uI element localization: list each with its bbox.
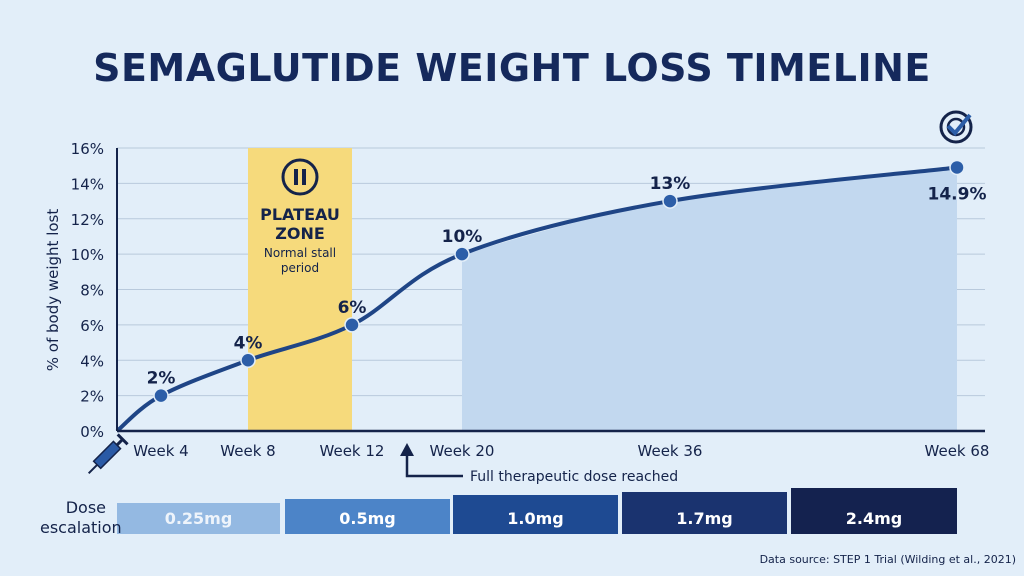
x-tick-label: Week 68: [925, 442, 990, 460]
target-check-mark: [946, 113, 972, 136]
shaded-area: [462, 167, 957, 432]
data-label: 6%: [338, 298, 367, 318]
dose-bar-label: 2.4mg: [846, 509, 902, 528]
dose-label-line1: Dose: [65, 498, 106, 517]
data-label: 2%: [147, 369, 176, 389]
y-tick-label: 14%: [71, 175, 104, 193]
target-check-icon: [939, 110, 973, 144]
data-label: 14.9%: [928, 184, 987, 204]
dose-bar: [622, 492, 787, 534]
y-tick-label: 4%: [80, 352, 104, 370]
dose-bar-label: 0.25mg: [165, 509, 233, 528]
plateau-subtitle: Normal stall: [264, 246, 336, 260]
arrow-up-icon: [400, 443, 414, 456]
data-point: [662, 193, 678, 209]
dose-bar-label: 1.0mg: [507, 509, 563, 528]
dose-bar: [117, 503, 280, 534]
y-tick-label: 10%: [71, 246, 104, 264]
pause-icon-bar: [302, 169, 306, 185]
dose-bar: [791, 488, 957, 534]
x-tick-label: Week 8: [220, 442, 275, 460]
plateau-zone: [248, 148, 352, 431]
pause-icon: [281, 158, 319, 196]
dose-escalation-label: Dose escalation: [40, 498, 122, 538]
data-label: 10%: [442, 227, 483, 247]
series-line: [115, 165, 958, 433]
plateau-title: ZONE: [275, 224, 325, 243]
annotation-text: Full therapeutic dose reached: [470, 469, 678, 485]
annotation-arrow: [405, 455, 463, 478]
y-axis-label: % of body weight lost: [44, 209, 62, 372]
x-tick-label: Week 20: [430, 442, 495, 460]
y-tick-label: 6%: [80, 317, 104, 335]
dose-bar-label: 1.7mg: [676, 509, 732, 528]
data-point: [153, 387, 169, 404]
data-point: [454, 246, 470, 262]
y-tick-label: 16%: [71, 140, 104, 158]
data-point: [240, 352, 256, 368]
plateau-title: PLATEAU: [260, 205, 340, 224]
dose-bar-label: 0.5mg: [339, 509, 395, 528]
data-point: [344, 317, 360, 333]
syringe-icon: [87, 433, 129, 475]
y-tick-label: 2%: [80, 388, 104, 406]
data-source: Data source: STEP 1 Trial (Wilding et al…: [759, 553, 1016, 566]
y-tick-label: 0%: [80, 423, 104, 441]
y-tick-label: 12%: [71, 211, 104, 229]
x-tick-label: Week 12: [320, 442, 385, 460]
x-tick-label: Week 36: [638, 442, 703, 460]
x-tick-label: Week 4: [133, 442, 188, 460]
data-label: 13%: [650, 174, 691, 194]
data-label: 4%: [234, 333, 263, 353]
data-point: [949, 159, 965, 176]
plateau-subtitle: period: [281, 261, 319, 275]
y-tick-label: 8%: [80, 282, 104, 300]
dose-label-line2: escalation: [40, 518, 122, 537]
dose-bar: [453, 495, 618, 534]
chart-title: SEMAGLUTIDE WEIGHT LOSS TIMELINE: [93, 46, 931, 90]
dose-bar: [285, 499, 450, 534]
pause-icon-bar: [294, 169, 298, 185]
